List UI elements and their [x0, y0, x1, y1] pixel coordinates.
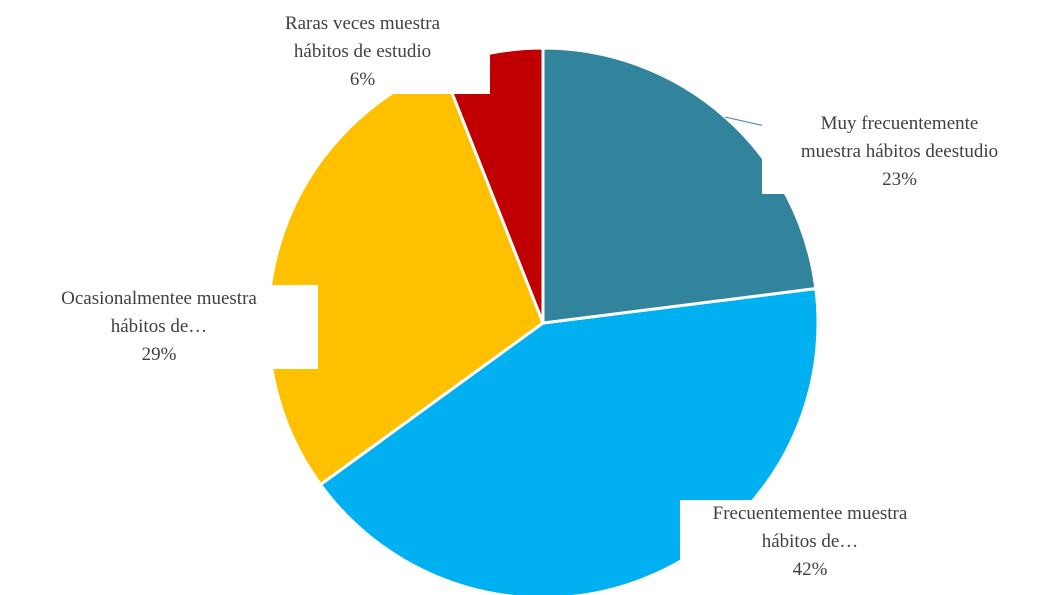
leader-line: [724, 116, 766, 127]
category-label: Frecuentementee muestra hábitos de…: [712, 503, 908, 552]
data-label: Raras veces muestra hábitos de estudio 6%: [235, 10, 490, 94]
data-label: Frecuentementee muestra hábitos de… 42%: [680, 500, 940, 584]
category-label: Ocasionalmentee muestra hábitos de…: [61, 288, 257, 337]
category-label: Muy frecuentemente muestra hábitos deest…: [800, 113, 999, 162]
value-label: 42%: [792, 559, 828, 580]
value-label: 6%: [349, 69, 376, 90]
category-label: Raras veces muestra hábitos de estudio: [284, 13, 441, 62]
pie-slice: [266, 65, 545, 487]
data-label: Ocasionalmentee muestra hábitos de… 29%: [0, 285, 318, 369]
pie-slice: [541, 46, 818, 325]
value-label: 29%: [141, 344, 177, 365]
data-label: Muy frecuentemente muestra hábitos deest…: [762, 110, 1037, 194]
value-label: 23%: [882, 169, 917, 190]
